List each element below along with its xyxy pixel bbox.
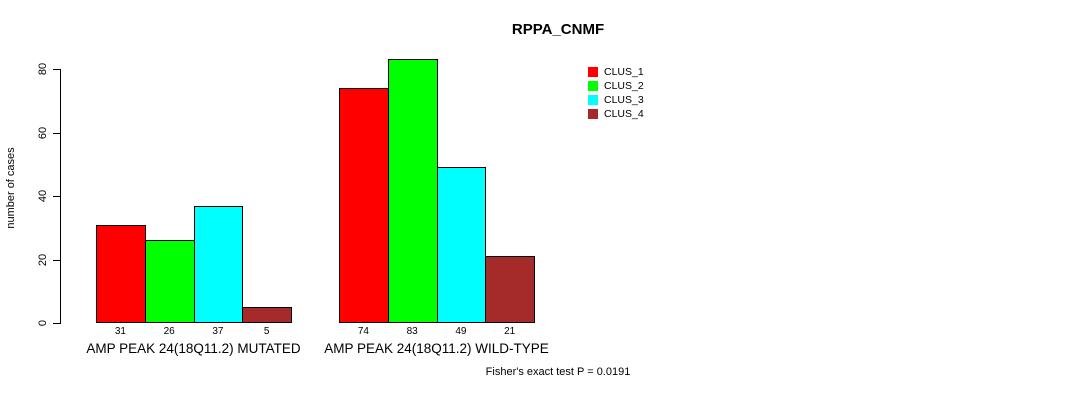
- bar-clus_3-group2: [436, 167, 487, 323]
- legend-item-label: CLUS_3: [604, 94, 644, 106]
- legend-item-label: CLUS_1: [604, 66, 644, 78]
- chart-title: RPPA_CNMF: [511, 21, 605, 38]
- legend-item: CLUS_1: [588, 66, 644, 78]
- legend-swatch-clus_4: [588, 109, 598, 119]
- bar-clus_2-group2: [387, 59, 438, 323]
- bar-value-label: 21: [504, 326, 516, 337]
- bar-value-label: 83: [406, 326, 418, 337]
- legend-item: CLUS_2: [588, 80, 644, 92]
- legend-item: CLUS_3: [588, 94, 644, 106]
- x-axis-group-label: AMP PEAK 24(18Q11.2) MUTATED: [86, 341, 301, 356]
- legend-item-label: CLUS_4: [604, 108, 644, 120]
- bar-value-label: 5: [263, 326, 270, 337]
- bar-clus_1-group1: [96, 224, 146, 323]
- y-axis-line: [60, 69, 61, 324]
- legend-swatch-clus_1: [588, 67, 598, 77]
- y-axis-tick: [53, 259, 60, 261]
- x-axis-group-label: AMP PEAK 24(18Q11.2) WILD-TYPE: [324, 341, 549, 356]
- y-axis-tick: [53, 132, 60, 134]
- legend-swatch-clus_3: [588, 95, 598, 105]
- bar-clus_4-group1: [242, 307, 292, 323]
- bar-clus_3-group1: [193, 205, 244, 323]
- bar-value-label: 26: [163, 326, 175, 337]
- y-axis-tick: [53, 196, 60, 197]
- bar-value-label: 49: [455, 326, 467, 337]
- y-axis-tick: [53, 323, 60, 324]
- bar-value-label: 31: [114, 326, 126, 337]
- legend-item-label: CLUS_2: [604, 80, 644, 92]
- legend-swatch-clus_2: [588, 81, 598, 91]
- fisher-test-annotation: Fisher's exact test P = 0.0191: [485, 366, 631, 378]
- bar-value-label: 37: [212, 326, 224, 337]
- bar-clus_2-group1: [144, 240, 195, 323]
- legend-item: CLUS_4: [588, 108, 644, 120]
- bar-value-label: 74: [357, 326, 369, 337]
- bar-clus_4-group2: [485, 256, 535, 323]
- y-axis-tick: [53, 69, 60, 70]
